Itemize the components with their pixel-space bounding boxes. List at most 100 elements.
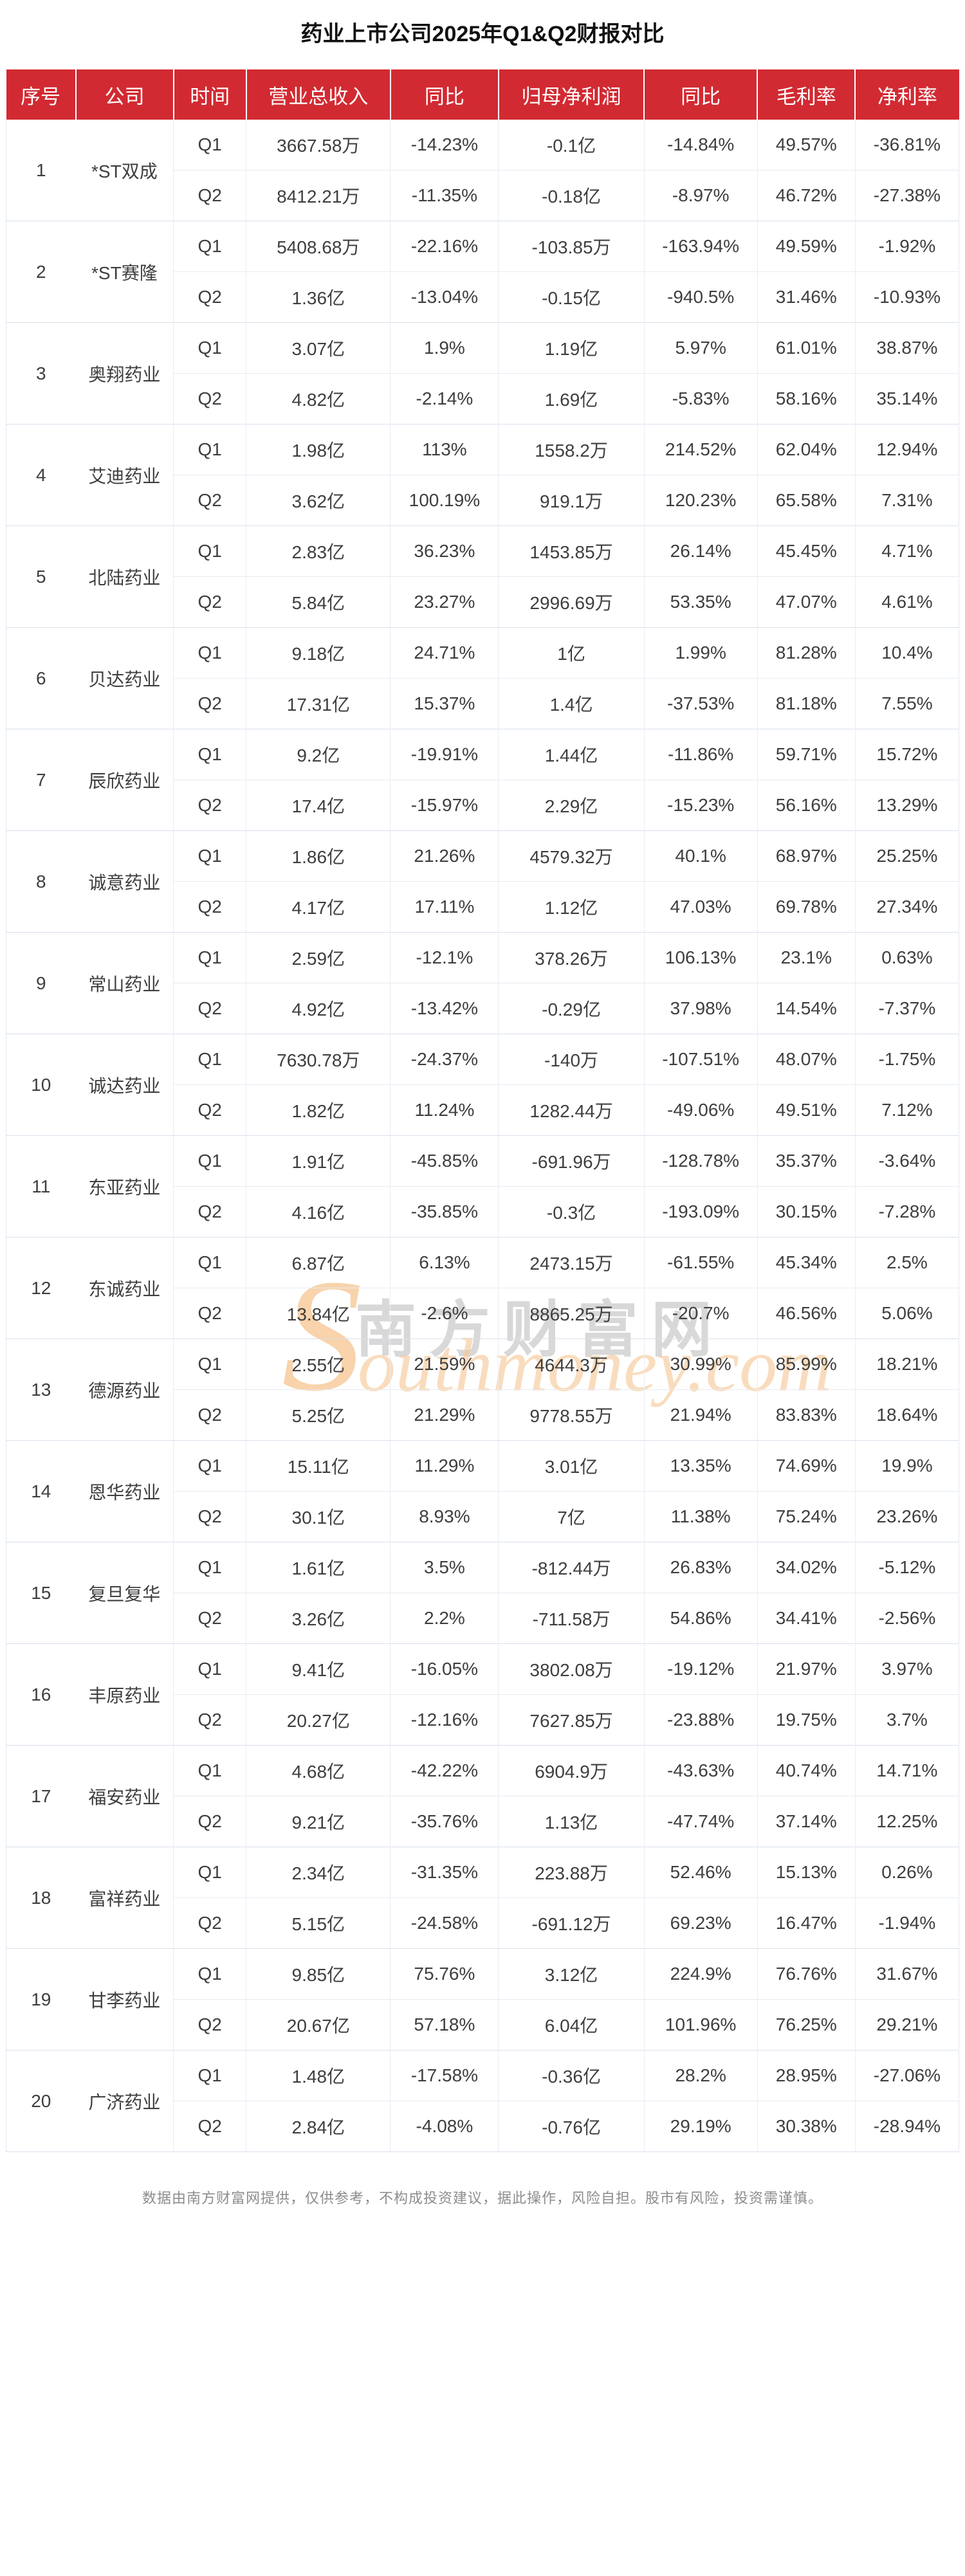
cell-net_profit: 1.13亿 <box>498 1796 645 1847</box>
cell-net_profit: 2473.15万 <box>498 1237 645 1288</box>
cell-profit_yoy: -37.53% <box>643 678 758 729</box>
header-revenue: 营业总收入 <box>245 69 391 120</box>
cell-gross_margin: 62.04% <box>757 424 856 475</box>
cell-index: 6 <box>5 627 76 729</box>
cell-net_profit: 8865.25万 <box>498 1288 645 1339</box>
cell-gross_margin: 34.41% <box>757 1593 856 1644</box>
cell-net_margin: 2.5% <box>854 1237 960 1288</box>
cell-net_margin: -7.28% <box>854 1186 960 1238</box>
cell-gross_margin: 19.75% <box>757 1694 856 1746</box>
cell-revenue_yoy: 57.18% <box>390 1999 499 2051</box>
cell-period: Q2 <box>173 1694 246 1746</box>
cell-net_profit: 2996.69万 <box>498 576 645 628</box>
cell-index: 5 <box>5 525 76 628</box>
cell-company: 辰欣药业 <box>75 729 174 831</box>
cell-index: 16 <box>5 1643 76 1746</box>
table-row: 1 *ST双成 Q1 3667.58万 -14.23% -0.1亿 -14.84% 49.57… <box>5 120 960 221</box>
cell-net_margin: 7.12% <box>854 1084 960 1136</box>
page-title: 药业上市公司2025年Q1&Q2财报对比 <box>300 22 665 46</box>
cell-index: 2 <box>5 221 76 323</box>
cell-period: Q2 <box>173 1796 246 1847</box>
header-revenue_yoy: 同比 <box>389 69 499 120</box>
cell-net_profit: -0.15亿 <box>498 271 645 323</box>
cell-period: Q2 <box>173 373 246 425</box>
cell-index: 17 <box>5 1745 76 1847</box>
cell-net_profit: 9778.55万 <box>498 1389 645 1441</box>
cell-net_margin: 5.06% <box>854 1288 960 1339</box>
cell-profit_yoy: 224.9% <box>643 1948 758 2000</box>
cell-index: 9 <box>5 932 76 1034</box>
cell-net_margin: -3.64% <box>854 1135 960 1187</box>
cell-revenue_yoy: 3.5% <box>390 1542 499 1593</box>
cell-gross_margin: 45.34% <box>757 1237 856 1288</box>
cell-index: 19 <box>5 1948 76 2051</box>
cell-profit_yoy: -940.5% <box>643 271 758 323</box>
cell-net_margin: -1.92% <box>854 221 960 272</box>
cell-net_margin: -36.81% <box>854 120 960 170</box>
cell-gross_margin: 31.46% <box>757 271 856 323</box>
cell-revenue: 6.87亿 <box>246 1237 391 1288</box>
cell-gross_margin: 49.59% <box>757 221 856 272</box>
cell-gross_margin: 59.71% <box>757 729 856 780</box>
cell-profit_yoy: 26.14% <box>643 525 758 577</box>
table-row: 8 诚意药业 Q1 1.86亿 21.26% 4579.32万 40.1% 68.97% 25.… <box>5 830 960 933</box>
cell-company: 常山药业 <box>75 932 174 1034</box>
cell-company: 恩华药业 <box>75 1440 174 1542</box>
cell-index: 10 <box>5 1034 76 1136</box>
cell-company: 东亚药业 <box>75 1135 174 1238</box>
cell-revenue_yoy: -14.23% <box>390 120 499 170</box>
cell-index: 3 <box>5 322 76 425</box>
cell-revenue_yoy: -4.08% <box>390 2101 499 2152</box>
cell-gross_margin: 83.83% <box>757 1389 856 1441</box>
cell-gross_margin: 37.14% <box>757 1796 856 1847</box>
cell-net_profit: 2.29亿 <box>498 780 645 831</box>
cell-net_margin: 35.14% <box>854 373 960 425</box>
cell-net_profit: 1282.44万 <box>498 1084 645 1136</box>
cell-company: 北陆药业 <box>75 525 174 628</box>
table-wrap: 序号 公司 时间 营业总收入 同比 归母净利润 同比 毛利率 净利率 1 *ST双成 Q1 3667.… <box>0 69 965 2152</box>
table-row: 11 东亚药业 Q1 1.91亿 -45.85% -691.96万 -128.78% 35.3… <box>5 1135 960 1238</box>
cell-net_profit: 223.88万 <box>498 1847 645 1898</box>
cell-revenue_yoy: -45.85% <box>390 1135 499 1187</box>
cell-revenue_yoy: -13.42% <box>390 983 499 1034</box>
cell-gross_margin: 76.76% <box>757 1948 856 2000</box>
cell-period: Q2 <box>173 170 246 221</box>
table-row: 20 广济药业 Q1 1.48亿 -17.58% -0.36亿 28.2% 28.95% -27… <box>5 2050 960 2152</box>
cell-period: Q2 <box>173 2101 246 2152</box>
cell-revenue: 1.91亿 <box>246 1135 391 1187</box>
table-row: 4 艾迪药业 Q1 1.98亿 113% 1558.2万 214.52% 62.04% 12.9… <box>5 424 960 526</box>
cell-revenue_yoy: -22.16% <box>390 221 499 272</box>
table-row: Q2 4.17亿 17.11% 1.12亿 47.03% 69.78% 27.34% <box>6 881 960 933</box>
cell-period: Q1 <box>173 221 246 272</box>
cell-revenue_yoy: -2.14% <box>390 373 499 425</box>
cell-net_profit: -0.3亿 <box>498 1186 645 1238</box>
cell-company: 复旦复华 <box>75 1542 174 1644</box>
table-row: Q2 1.36亿 -13.04% -0.15亿 -940.5% 31.46% -10.93% <box>6 271 960 323</box>
table-row: 12 东诚药业 Q1 6.87亿 6.13% 2473.15万 -61.55% 45.34% 2… <box>5 1237 960 1339</box>
cell-profit_yoy: -43.63% <box>643 1745 758 1796</box>
cell-net_profit: -812.44万 <box>498 1542 645 1593</box>
table-row: Q2 20.27亿 -12.16% 7627.85万 -23.88% 19.75% 3.7% <box>6 1694 960 1746</box>
cell-revenue_yoy: -16.05% <box>390 1643 499 1695</box>
cell-period: Q1 <box>173 1643 246 1695</box>
cell-net_margin: 38.87% <box>854 322 960 374</box>
cell-gross_margin: 46.72% <box>757 170 856 221</box>
cell-profit_yoy: -14.84% <box>643 120 758 170</box>
cell-index: 7 <box>5 729 76 831</box>
cell-revenue_yoy: 21.59% <box>390 1338 499 1390</box>
cell-net_profit: 378.26万 <box>498 932 645 983</box>
cell-profit_yoy: -19.12% <box>643 1643 758 1695</box>
cell-gross_margin: 47.07% <box>757 576 856 628</box>
cell-period: Q2 <box>173 271 246 323</box>
cell-revenue: 2.34亿 <box>246 1847 391 1898</box>
table-row: Q2 4.82亿 -2.14% 1.69亿 -5.83% 58.16% 35.14% <box>6 373 960 425</box>
cell-revenue_yoy: 6.13% <box>390 1237 499 1288</box>
cell-profit_yoy: -163.94% <box>643 221 758 272</box>
cell-revenue: 9.85亿 <box>246 1948 391 2000</box>
cell-index: 1 <box>5 120 76 221</box>
cell-company: 艾迪药业 <box>75 424 174 526</box>
cell-gross_margin: 81.28% <box>757 627 856 679</box>
cell-net_profit: 7627.85万 <box>498 1694 645 1746</box>
cell-revenue_yoy: 100.19% <box>390 475 499 526</box>
cell-net_margin: 0.26% <box>854 1847 960 1898</box>
